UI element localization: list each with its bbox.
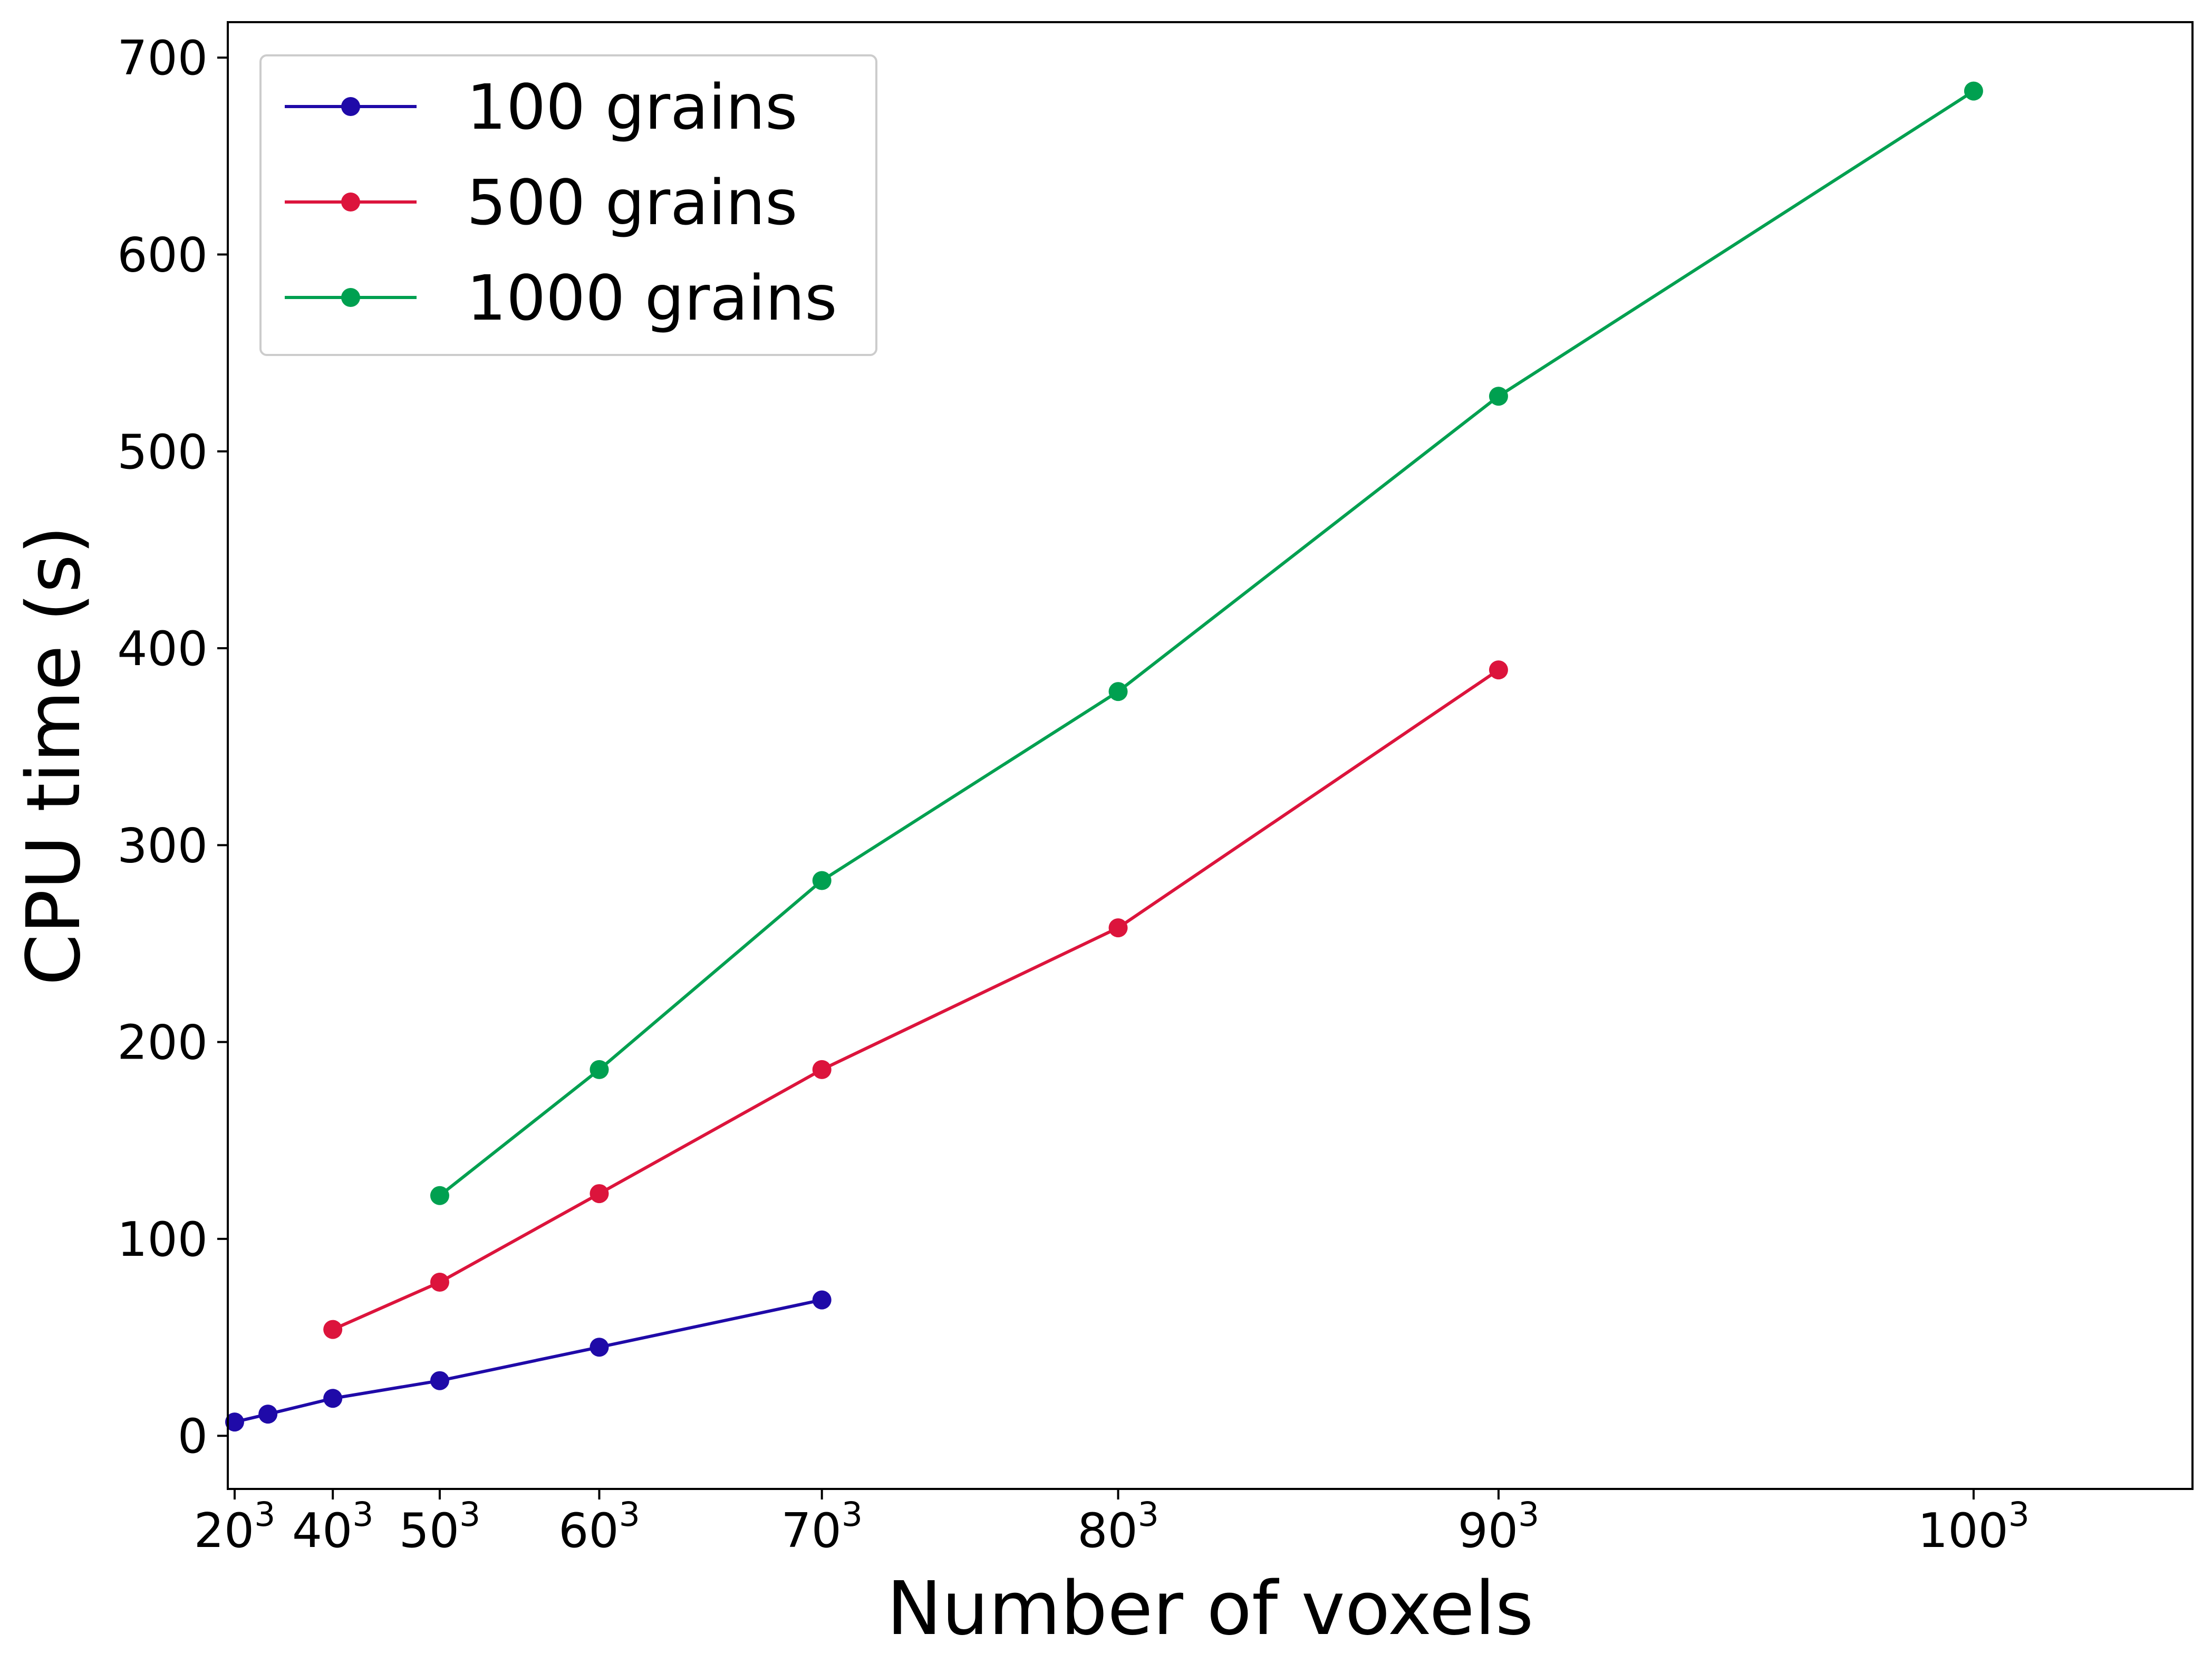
y-tick-label: 300 [117, 818, 208, 873]
plot-frame [227, 21, 2194, 1490]
data-point [430, 1371, 449, 1390]
x-tick-label: 203 [194, 1495, 276, 1559]
y-tick-label: 400 [117, 621, 208, 677]
x-axis-ticks: 203 403 503 603 703 803 903 1003 [194, 1489, 2030, 1559]
x-tick-label: 503 [399, 1495, 481, 1559]
y-tick-label: 0 [178, 1409, 208, 1464]
plot-series [225, 81, 1983, 1432]
y-tick-label: 100 [117, 1212, 208, 1267]
x-tick-label: 903 [1458, 1495, 1540, 1559]
data-point [430, 1273, 449, 1292]
y-tick-label: 200 [117, 1015, 208, 1071]
data-point [225, 1412, 244, 1432]
legend-marker [341, 288, 360, 307]
legend-label: 100 grains [467, 71, 798, 143]
data-point [323, 1389, 343, 1408]
data-point [1108, 918, 1128, 938]
data-point [590, 1338, 609, 1357]
data-point [258, 1405, 278, 1424]
data-point [812, 1290, 832, 1310]
y-tick-label: 600 [117, 227, 208, 283]
x-tick-label: 603 [558, 1495, 640, 1559]
data-point [812, 1060, 832, 1079]
series-line [234, 1298, 823, 1424]
x-tick-label: 1003 [1918, 1495, 2030, 1559]
x-tick-label: 403 [292, 1495, 374, 1559]
data-point [430, 1186, 449, 1205]
x-axis-label: Number of voxels [886, 1566, 1533, 1652]
y-tick-label: 500 [117, 425, 208, 480]
data-point [590, 1060, 609, 1079]
legend-marker [341, 193, 360, 212]
legend-label: 1000 grains [467, 262, 837, 334]
y-axis-ticks: 0 100 200 300 400 500 600 700 [117, 31, 228, 1464]
data-point [323, 1320, 343, 1339]
legend-box [259, 54, 877, 356]
data-point [1108, 682, 1128, 701]
legend-marker [341, 97, 360, 116]
y-axis-label: CPU time (s) [11, 525, 97, 985]
series-line [332, 668, 1500, 1331]
data-point [812, 871, 832, 890]
data-point [1489, 660, 1508, 680]
data-point [1489, 387, 1508, 406]
y-tick-label: 700 [117, 31, 208, 86]
data-point [590, 1184, 609, 1204]
legend: 100 grains 500 grains 1000 grains [259, 54, 877, 356]
x-tick-label: 703 [781, 1495, 863, 1559]
series-line [439, 90, 1975, 1197]
legend-label: 500 grains [467, 166, 798, 239]
data-point [1964, 81, 1983, 101]
x-tick-label: 803 [1077, 1495, 1159, 1559]
